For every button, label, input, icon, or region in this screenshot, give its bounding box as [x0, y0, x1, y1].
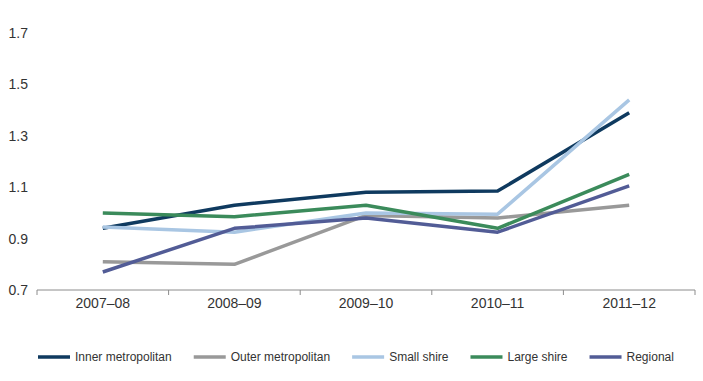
y-tick-label: 1.1 [9, 179, 29, 195]
legend-swatch [590, 355, 622, 359]
x-tick-label: 2008–09 [207, 295, 262, 311]
x-tick-label: 2009–10 [339, 295, 394, 311]
chart: 0.7 0.9 1.1 1.3 1.5 1.7 2007–08 2008–09 2009–10 2… [0, 0, 703, 381]
x-tick [300, 290, 301, 295]
legend-label: Inner metropolitan [75, 350, 172, 364]
legend-swatch [38, 355, 70, 359]
legend-label: Regional [627, 350, 674, 364]
legend-label: Outer metropolitan [231, 350, 330, 364]
legend-label: Small shire [389, 350, 449, 364]
series-line [103, 174, 629, 228]
x-axis [37, 290, 695, 291]
x-tick [563, 290, 564, 295]
y-tick-label: 1.5 [9, 76, 29, 92]
x-tick [37, 290, 38, 295]
plot-area [103, 100, 629, 272]
x-tick [431, 290, 432, 295]
y-tick-label: 1.7 [9, 25, 29, 41]
legend-swatch [194, 355, 226, 359]
legend-swatch [352, 355, 384, 359]
x-tick-label: 2011–12 [602, 295, 656, 311]
x-tick-label: 2007–08 [76, 295, 131, 311]
x-tick [168, 290, 169, 295]
y-tick-label: 0.9 [9, 231, 29, 247]
y-tick-label: 0.7 [9, 282, 29, 298]
x-tick-label: 2010–11 [471, 295, 525, 311]
legend-label: Large shire [507, 350, 567, 364]
legend-swatch [470, 355, 502, 359]
series-line [103, 186, 629, 272]
y-tick-label: 1.3 [9, 128, 29, 144]
x-tick [695, 290, 696, 295]
